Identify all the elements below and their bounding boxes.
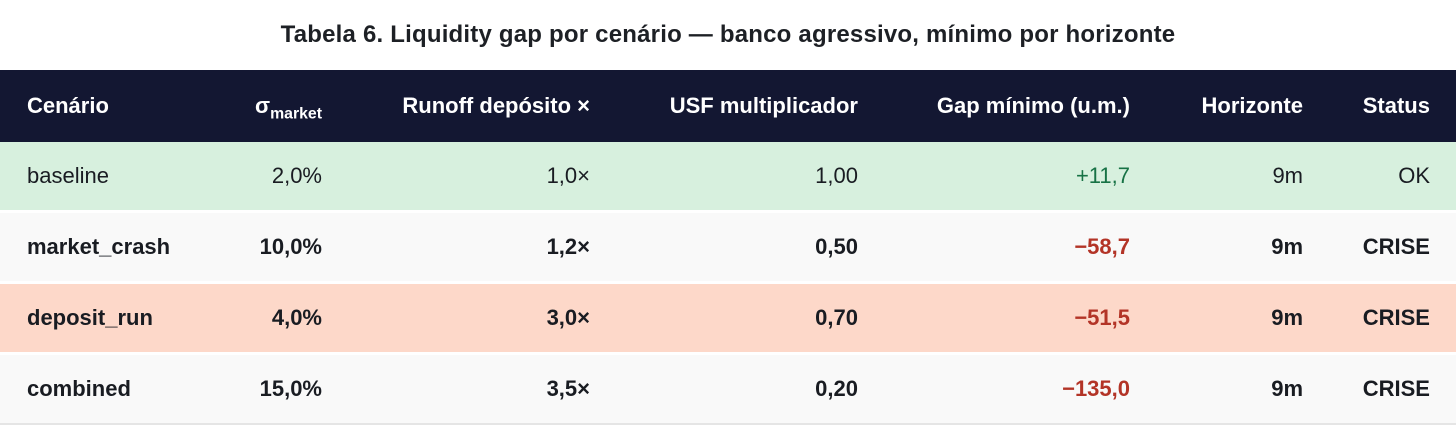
- table-caption: Tabela 6. Liquidity gap por cenário — ba…: [280, 21, 1176, 48]
- column-header-usf-multiplicador: USF multiplicador: [590, 70, 858, 142]
- table-row-baseline: baseline 2,0% 1,0× 1,00 +11,7 9m OK: [0, 142, 1456, 212]
- cell-runoff: 3,5×: [322, 352, 590, 424]
- cell-sigma: 10,0%: [202, 210, 322, 283]
- cell-horizonte: 9m: [1130, 142, 1303, 212]
- column-header-status: Status: [1303, 70, 1456, 142]
- cell-horizonte: 9m: [1130, 210, 1303, 283]
- table-row-deposit-run: deposit_run 4,0% 3,0× 0,70 −51,5 9m CRIS…: [0, 281, 1456, 354]
- cell-cenario: market_crash: [0, 210, 202, 283]
- cell-usf: 1,00: [590, 142, 858, 212]
- sigma-subscript: market: [270, 105, 322, 123]
- column-header-gap-minimo: Gap mínimo (u.m.): [858, 70, 1130, 142]
- cell-gap-minimo: −51,5: [858, 281, 1130, 354]
- cell-status: CRISE: [1303, 352, 1456, 424]
- cell-status: CRISE: [1303, 210, 1456, 283]
- cell-cenario: deposit_run: [0, 281, 202, 354]
- cell-usf: 0,50: [590, 210, 858, 283]
- liquidity-gap-table: Cenário σmarket Runoff depósito × USF mu…: [0, 70, 1456, 425]
- cell-horizonte: 9m: [1130, 352, 1303, 424]
- cell-status: OK: [1303, 142, 1456, 212]
- cell-gap-minimo: −58,7: [858, 210, 1130, 283]
- cell-horizonte: 9m: [1130, 281, 1303, 354]
- cell-gap-minimo: +11,7: [858, 142, 1130, 212]
- cell-runoff: 1,2×: [322, 210, 590, 283]
- title-bar: Tabela 6. Liquidity gap por cenário — ba…: [0, 0, 1456, 70]
- cell-sigma: 15,0%: [202, 352, 322, 424]
- cell-runoff: 1,0×: [322, 142, 590, 212]
- column-header-sigma-market: σmarket: [202, 70, 322, 142]
- table-row-combined: combined 15,0% 3,5× 0,20 −135,0 9m CRISE: [0, 352, 1456, 424]
- cell-sigma: 4,0%: [202, 281, 322, 354]
- cell-runoff: 3,0×: [322, 281, 590, 354]
- cell-cenario: combined: [0, 352, 202, 424]
- column-header-cenario: Cenário: [0, 70, 202, 142]
- cell-status: CRISE: [1303, 281, 1456, 354]
- sigma-symbol: σ: [255, 93, 271, 118]
- cell-usf: 0,20: [590, 352, 858, 424]
- column-header-runoff-deposito: Runoff depósito ×: [322, 70, 590, 142]
- header-row: Cenário σmarket Runoff depósito × USF mu…: [0, 70, 1456, 142]
- cell-gap-minimo: −135,0: [858, 352, 1130, 424]
- cell-cenario: baseline: [0, 142, 202, 212]
- column-header-horizonte: Horizonte: [1130, 70, 1303, 142]
- cell-sigma: 2,0%: [202, 142, 322, 212]
- table-row-market-crash: market_crash 10,0% 1,2× 0,50 −58,7 9m CR…: [0, 210, 1456, 283]
- cell-usf: 0,70: [590, 281, 858, 354]
